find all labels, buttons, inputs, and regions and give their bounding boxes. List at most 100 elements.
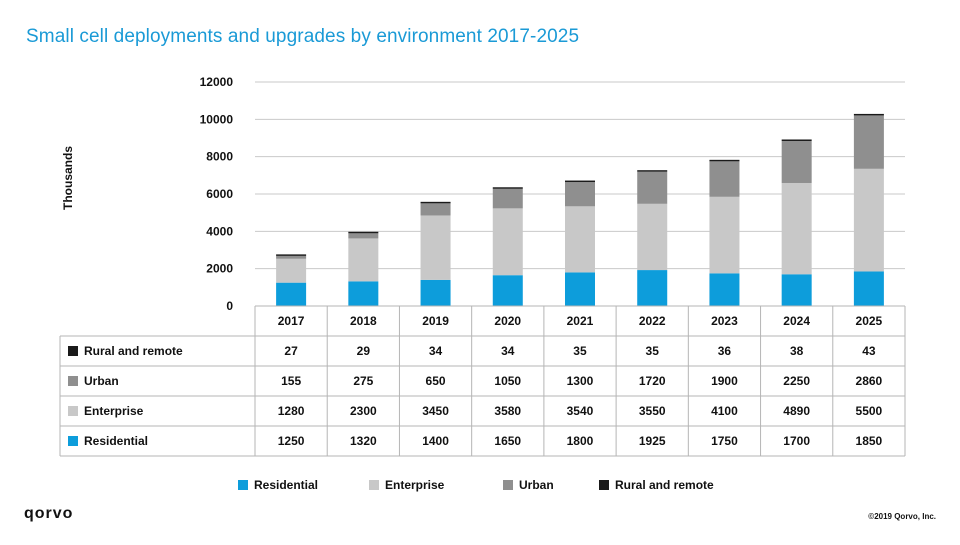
legend-swatch-enterprise [68, 406, 78, 416]
y-tick-label: 12000 [200, 75, 234, 89]
x-tick-label: 2021 [566, 314, 594, 328]
bar-enterprise-2017 [276, 258, 307, 283]
data-label: 1800 [566, 434, 594, 448]
x-tick-label: 2023 [711, 314, 738, 328]
legend-item-enterprise: Enterprise [369, 478, 444, 492]
data-label: 35 [573, 344, 587, 358]
legend-swatch-rural [68, 346, 78, 356]
y-tick-label: 2000 [206, 262, 233, 276]
bar-urban-2022 [637, 171, 668, 204]
bar-enterprise-2020 [492, 208, 523, 276]
data-label: 1850 [855, 434, 883, 448]
x-tick-label: 2018 [349, 314, 377, 328]
data-label: 3580 [494, 404, 522, 418]
data-label: 2300 [349, 404, 377, 418]
bar-rural-2020 [492, 187, 523, 189]
bar-residential-2018 [348, 281, 379, 306]
bar-rural-2018 [348, 231, 379, 234]
table-row-label-rural: Rural and remote [68, 336, 183, 366]
copyright: ©2019 Qorvo, Inc. [868, 512, 936, 521]
bar-residential-2019 [420, 279, 451, 306]
bar-residential-2025 [853, 271, 884, 306]
bar-enterprise-2023 [709, 196, 740, 274]
legend-swatch-urban [68, 376, 78, 386]
bar-residential-2023 [709, 273, 740, 306]
y-tick-label: 4000 [206, 224, 233, 238]
row-label-text: Rural and remote [84, 344, 183, 358]
legend-label: Enterprise [385, 478, 445, 492]
bar-enterprise-2025 [853, 168, 884, 272]
bar-residential-2020 [492, 275, 523, 306]
bar-urban-2017 [276, 255, 307, 259]
bar-enterprise-2018 [348, 238, 379, 282]
bar-enterprise-2019 [420, 215, 451, 280]
data-label: 1300 [566, 374, 594, 388]
data-label: 650 [425, 374, 446, 388]
row-label-text: Enterprise [84, 404, 144, 418]
bar-rural-2022 [637, 170, 668, 172]
bar-rural-2017 [276, 254, 307, 256]
data-label: 34 [501, 344, 515, 358]
x-tick-label: 2024 [783, 314, 810, 328]
data-label: 3550 [638, 404, 666, 418]
x-tick-label: 2025 [855, 314, 883, 328]
bar-residential-2024 [781, 274, 812, 306]
data-label: 2250 [783, 374, 810, 388]
row-label-text: Urban [84, 374, 119, 388]
x-tick-label: 2017 [277, 314, 305, 328]
bar-urban-2019 [420, 203, 451, 216]
bar-enterprise-2022 [637, 203, 668, 271]
data-label: 1400 [422, 434, 449, 448]
data-label: 1050 [494, 374, 522, 388]
data-label: 1320 [349, 434, 377, 448]
data-label: 1925 [638, 434, 666, 448]
qorvo-logo: qorvo [24, 505, 74, 522]
data-label: 36 [717, 344, 732, 358]
y-tick-label: 8000 [206, 150, 233, 164]
data-label: 4100 [711, 404, 738, 418]
bar-urban-2021 [565, 182, 595, 207]
data-label: 2860 [855, 374, 883, 388]
data-label: 38 [789, 344, 804, 358]
data-label: 1720 [638, 374, 666, 388]
bar-residential-2021 [565, 272, 595, 306]
data-label: 3450 [422, 404, 449, 418]
y-tick-label: 6000 [206, 187, 233, 201]
data-label: 5500 [855, 404, 883, 418]
legend-label: Rural and remote [615, 478, 714, 492]
legend-label: Urban [519, 478, 554, 492]
data-label: 155 [281, 374, 302, 388]
legend-swatch [369, 480, 379, 490]
x-tick-label: 2022 [638, 314, 666, 328]
data-label: 29 [356, 344, 370, 358]
data-label: 43 [862, 344, 876, 358]
chart-title: Small cell deployments and upgrades by e… [26, 26, 580, 47]
data-label: 1280 [277, 404, 305, 418]
legend-item-residential: Residential [238, 478, 318, 492]
legend-item-urban: Urban [503, 478, 554, 492]
data-label: 34 [428, 344, 443, 358]
bar-urban-2024 [781, 140, 812, 183]
table-row-label-enterprise: Enterprise [68, 396, 143, 426]
y-tick-label: 0 [226, 299, 233, 313]
bar-rural-2024 [781, 139, 812, 141]
data-label: 3540 [566, 404, 594, 418]
legend-item-rural: Rural and remote [599, 478, 714, 492]
legend-swatch [599, 480, 609, 490]
bar-rural-2019 [420, 201, 451, 204]
data-label: 35 [645, 344, 659, 358]
bar-enterprise-2021 [565, 206, 595, 273]
bar-urban-2023 [709, 161, 740, 197]
table-row-label-urban: Urban [68, 366, 119, 396]
data-label: 275 [353, 374, 374, 388]
data-label: 1750 [711, 434, 738, 448]
bar-rural-2025 [853, 113, 884, 116]
bar-urban-2018 [348, 233, 379, 239]
data-label: 1700 [783, 434, 810, 448]
legend-swatch-residential [68, 436, 78, 446]
data-label: 1650 [494, 434, 522, 448]
bar-urban-2020 [492, 188, 523, 209]
bar-rural-2023 [709, 159, 740, 162]
bar-enterprise-2024 [781, 182, 812, 275]
